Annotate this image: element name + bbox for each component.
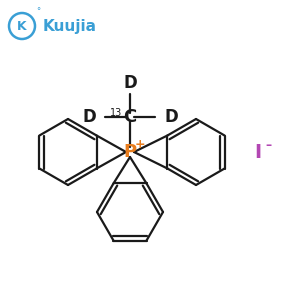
Text: D: D xyxy=(164,108,178,126)
Text: +: + xyxy=(135,137,145,151)
Text: K: K xyxy=(17,20,27,32)
Text: –: – xyxy=(265,140,271,152)
Text: P: P xyxy=(123,143,136,161)
Text: Kuujia: Kuujia xyxy=(43,19,97,34)
Text: I: I xyxy=(254,142,262,161)
Text: 13: 13 xyxy=(110,108,122,118)
Text: D: D xyxy=(82,108,96,126)
Text: °: ° xyxy=(36,8,40,16)
Text: D: D xyxy=(123,74,137,92)
Text: C: C xyxy=(123,108,136,126)
